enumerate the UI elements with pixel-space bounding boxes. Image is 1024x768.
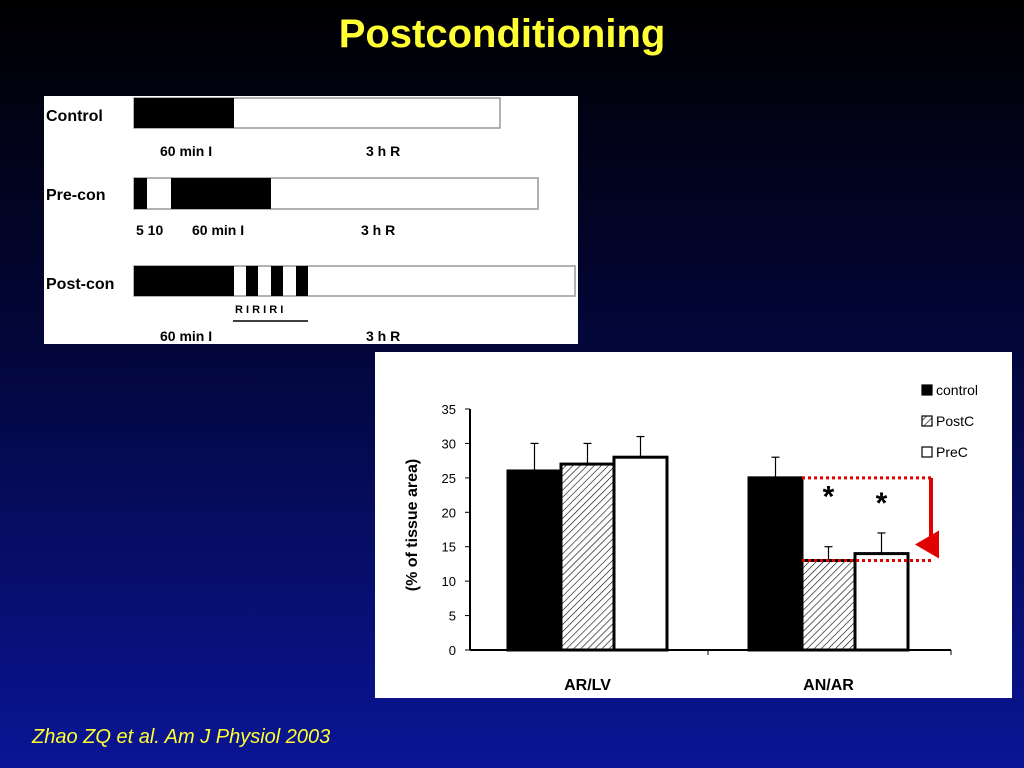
bar — [853, 552, 910, 652]
precon-brief-label: 5 10 — [136, 222, 163, 238]
y-tick-label: 25 — [442, 471, 456, 486]
x-category-label: AR/LV — [564, 677, 611, 694]
precon-brief-ischemia-bar — [134, 178, 147, 209]
postcon-cycle-bar — [246, 266, 258, 296]
precon-ischemia-label: 60 min I — [192, 222, 244, 238]
legend-label: control — [936, 382, 978, 398]
postcon-ischemia-label: 60 min I — [160, 328, 212, 344]
legend-swatch — [921, 384, 933, 396]
significance-asterisk: * — [823, 481, 835, 514]
y-tick-label: 20 — [442, 505, 456, 520]
control-ischemia-label: 60 min I — [160, 143, 212, 159]
chart-marks: 0 5 10 15 20 25 30 35 AR/LV AN/AR * * control PostC Pr… — [442, 382, 979, 694]
legend-label: PreC — [936, 444, 968, 460]
bar — [612, 455, 669, 652]
postcon-cycles-label: R I R I R I — [235, 304, 283, 316]
y-axis-label: (% of tissue area) — [404, 459, 421, 591]
control-ischemia-bar — [134, 98, 234, 128]
legend-swatch — [921, 415, 933, 427]
postcon-reperfusion-label: 3 h R — [366, 328, 400, 344]
precon-label: Pre-con — [46, 187, 106, 204]
postcon-label: Post-con — [46, 276, 114, 293]
significance-asterisk: * — [876, 487, 888, 520]
postcon-cycle-bar — [296, 266, 308, 296]
bar — [506, 469, 563, 652]
legend-swatch — [921, 446, 933, 458]
infarct-bar-chart: 0 5 10 15 20 25 30 35 AR/LV AN/AR * * control PostC Pr… — [375, 352, 1012, 698]
x-category-label: AN/AR — [803, 677, 854, 694]
y-tick-label: 15 — [442, 540, 456, 555]
control-label: Control — [46, 108, 103, 125]
bar — [747, 476, 804, 652]
slide-title: Postconditioning — [338, 12, 666, 56]
control-reperfusion-label: 3 h R — [366, 143, 400, 159]
precon-ischemia-bar — [171, 178, 271, 209]
postcon-ischemia-bar — [134, 266, 234, 296]
y-tick-label: 5 — [449, 609, 456, 624]
precon-reperfusion-label: 3 h R — [361, 222, 395, 238]
bar — [800, 558, 857, 652]
y-tick-label: 0 — [449, 643, 456, 658]
y-tick-label: 30 — [442, 436, 456, 451]
protocol-svg: Control 60 min I 3 h R Pre-con 5 10 60 m… — [46, 97, 576, 344]
chart-svg: 0 5 10 15 20 25 30 35 AR/LV AN/AR * * control PostC Pr… — [404, 382, 979, 694]
protocol-diagram: Control 60 min I 3 h R Pre-con 5 10 60 m… — [44, 96, 578, 344]
y-tick-label: 35 — [442, 402, 456, 417]
citation: Zhao ZQ et al. Am J Physiol 2003 — [32, 726, 331, 748]
bar — [559, 462, 616, 652]
postcon-cycle-bar — [271, 266, 283, 296]
legend-label: PostC — [936, 413, 974, 429]
y-tick-label: 10 — [442, 574, 456, 589]
